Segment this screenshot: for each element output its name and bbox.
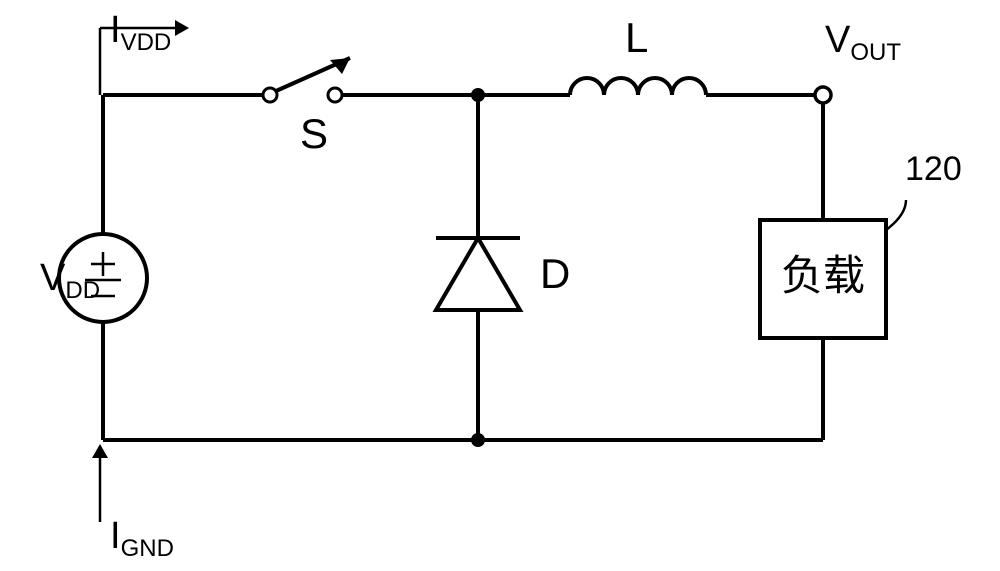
svg-text:120: 120 (905, 150, 962, 188)
svg-text:S: S (300, 110, 328, 157)
svg-text:L: L (625, 14, 648, 61)
svg-text:D: D (540, 250, 570, 297)
svg-text:负载: 负载 (781, 252, 865, 299)
